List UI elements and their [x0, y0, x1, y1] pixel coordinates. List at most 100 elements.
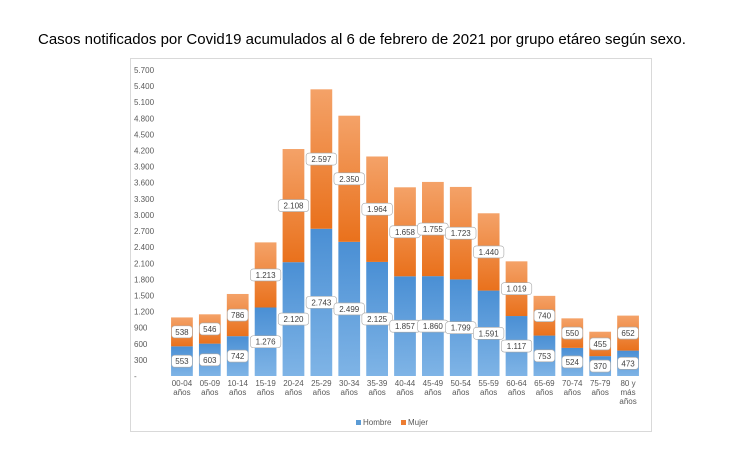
data-label: 2.125 — [367, 315, 388, 324]
data-label: 1.658 — [395, 228, 416, 237]
data-label: 1.019 — [507, 285, 528, 294]
legend-label-mujer: Mujer — [408, 418, 428, 427]
y-tick-label: 4.800 — [134, 114, 155, 123]
data-label: 550 — [566, 329, 580, 338]
x-tick-label: años — [396, 388, 413, 397]
legend-label-hombre: Hombre — [363, 418, 392, 427]
data-label-box — [589, 337, 611, 351]
x-tick-label: 80 y — [620, 379, 635, 388]
data-label-box — [171, 325, 193, 339]
x-tick-label: 70-74 — [562, 379, 583, 388]
data-label-box — [333, 172, 365, 186]
data-label: 753 — [538, 352, 552, 361]
data-label: 473 — [621, 359, 635, 368]
data-label: 1.276 — [256, 338, 277, 347]
y-tick-label: - — [134, 372, 137, 381]
data-label-box — [250, 268, 282, 282]
data-label-box — [617, 357, 639, 370]
data-label: 1.755 — [423, 225, 444, 234]
x-tick-label: años — [368, 388, 385, 397]
y-tick-label: 3.600 — [134, 179, 155, 188]
y-tick-label: 5.400 — [134, 82, 155, 91]
data-label-box — [250, 335, 282, 349]
x-tick-label: 65-69 — [534, 379, 555, 388]
data-label: 742 — [231, 352, 245, 361]
data-label: 1.860 — [423, 322, 444, 331]
y-tick-label: 1.800 — [134, 275, 155, 284]
x-tick-label: años — [536, 388, 553, 397]
y-tick-label: 2.400 — [134, 243, 155, 252]
data-label-box — [589, 359, 611, 373]
y-tick-label: 600 — [134, 340, 148, 349]
data-label: 1.964 — [367, 205, 388, 214]
x-tick-label: años — [424, 388, 441, 397]
data-label: 1.799 — [451, 324, 472, 333]
data-label-box — [305, 296, 337, 309]
data-label-box — [227, 308, 249, 322]
x-tick-label: 05-09 — [200, 379, 221, 388]
x-tick-label: años — [341, 388, 358, 397]
x-tick-label: años — [313, 388, 330, 397]
data-label-box — [473, 245, 505, 259]
y-axis: - 300 600 900 1.200 1.500 1.800 2.100 2.400 2.700… — [134, 66, 155, 381]
data-label: 2.597 — [311, 155, 332, 164]
data-label-box — [500, 339, 533, 353]
data-label-box — [361, 312, 393, 326]
data-label: 740 — [538, 312, 552, 321]
x-tick-label: 75-79 — [590, 379, 611, 388]
data-label: 1.723 — [451, 229, 472, 238]
chart-title: Casos notificados por Covid19 acumulados… — [38, 31, 686, 48]
y-tick-label: 3.000 — [134, 211, 155, 220]
x-axis: 00-04años05-09años10-14años15-19años20-2… — [172, 379, 637, 406]
y-tick-label: 900 — [134, 324, 148, 333]
x-tick-label: más — [620, 388, 635, 397]
data-label: 1.213 — [256, 271, 277, 280]
data-label-box — [199, 322, 221, 336]
data-label: 1.857 — [395, 322, 416, 331]
data-label: 524 — [566, 358, 580, 367]
legend: Hombre Mujer — [356, 418, 428, 427]
y-tick-label: 5.700 — [134, 66, 155, 75]
x-tick-label: años — [229, 388, 246, 397]
legend-swatch-hombre — [356, 420, 361, 425]
data-label: 2.120 — [283, 315, 304, 324]
x-tick-label: 15-19 — [255, 379, 276, 388]
x-tick-label: 20-24 — [283, 379, 304, 388]
data-label: 603 — [203, 356, 217, 365]
data-label-box — [277, 199, 310, 212]
data-label: 370 — [593, 362, 607, 371]
stacked-bar-chart: - 300 600 900 1.200 1.500 1.800 2.100 2.400 2.700… — [130, 58, 652, 432]
y-tick-label: 3.300 — [134, 195, 155, 204]
data-label-box — [361, 202, 393, 216]
x-tick-label: años — [619, 397, 636, 406]
x-tick-label: años — [285, 388, 302, 397]
data-label-box — [227, 349, 249, 363]
x-tick-label: 50-54 — [451, 379, 472, 388]
data-label: 786 — [231, 311, 245, 320]
y-tick-label: 4.200 — [134, 147, 155, 156]
data-label: 546 — [203, 325, 217, 334]
data-label-box — [533, 349, 556, 363]
data-label-box — [199, 353, 221, 367]
x-tick-label: años — [201, 388, 218, 397]
data-labels: 553 538 603 546 742 786 1.276 1.213 2.120 2.108 2.… — [171, 152, 639, 373]
y-tick-label: 3.900 — [134, 163, 155, 172]
data-label-box — [171, 354, 193, 368]
data-label: 1.440 — [479, 248, 500, 257]
data-label-box — [500, 282, 533, 295]
y-tick-label: 1.200 — [134, 308, 155, 317]
data-label: 455 — [593, 340, 607, 349]
data-label: 538 — [175, 328, 189, 337]
x-tick-label: 60-64 — [506, 379, 527, 388]
x-tick-label: años — [257, 388, 274, 397]
x-tick-label: 35-39 — [367, 379, 388, 388]
legend-swatch-mujer — [401, 420, 406, 425]
x-tick-label: 30-34 — [339, 379, 360, 388]
data-label: 2.350 — [339, 175, 360, 184]
data-label-box — [473, 326, 505, 340]
x-tick-label: 40-44 — [395, 379, 416, 388]
y-tick-label: 5.100 — [134, 98, 155, 107]
data-label-box — [533, 309, 556, 323]
x-tick-label: 45-49 — [423, 379, 444, 388]
x-tick-label: 25-29 — [311, 379, 332, 388]
